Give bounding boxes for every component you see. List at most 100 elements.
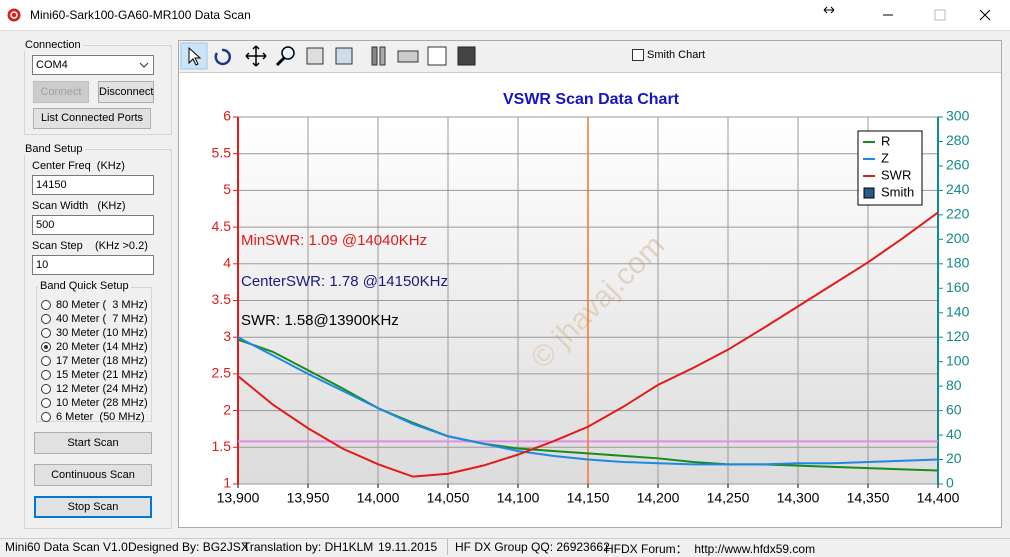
close-button[interactable]	[979, 9, 991, 21]
checkbox-label: Smith Chart	[647, 49, 706, 61]
y-tick-label: 1.5	[212, 438, 232, 454]
series-line	[237, 336, 939, 466]
status-text: HFDX Forum： http://www.hfdx59.com	[605, 542, 816, 556]
y-tick-label: 5	[223, 181, 231, 197]
annotation: MinSWR: 1.09 @14040KHz	[241, 232, 427, 249]
series-line	[237, 211, 939, 478]
x-tick-label: 13,950	[287, 490, 330, 506]
y2-tick-label: 20	[946, 450, 962, 466]
y2-tick-label: 160	[946, 279, 970, 295]
status-text: HF DX Group QQ: 26923662	[455, 540, 610, 554]
y-tick-label: 4.5	[212, 218, 232, 234]
y2-tick-label: 200	[946, 230, 970, 246]
radio-label: 6 Meter (50 MHz)	[56, 411, 145, 423]
start-scan-button[interactable]: Start Scan	[34, 432, 152, 454]
y-tick-label: 3	[223, 328, 231, 344]
y2-tick-label: 0	[946, 475, 954, 491]
status-bar	[0, 538, 1010, 557]
x-tick-label: 14,250	[707, 490, 750, 506]
app-icon	[7, 8, 21, 22]
radio-label: 17 Meter (18 MHz)	[56, 355, 148, 367]
x-tick-label: 14,400	[917, 490, 960, 506]
group-label: Band Setup	[23, 143, 85, 155]
zoom-fit-tool[interactable]	[306, 47, 324, 65]
stop-scan-button[interactable]: Stop Scan	[34, 496, 152, 518]
y2-tick-label: 120	[946, 328, 970, 344]
center-freq-input[interactable]: 14150	[32, 175, 154, 195]
radio-button[interactable]	[41, 356, 51, 366]
combo-arrow	[139, 62, 149, 68]
radio-label: 80 Meter ( 3 MHz)	[56, 299, 148, 311]
x-tick-label: 14,350	[847, 490, 890, 506]
scan-step-input[interactable]: 10	[32, 255, 154, 275]
status-text: Mini60 Data Scan V1.0	[5, 540, 128, 554]
list-ports-button[interactable]: List Connected Ports	[33, 108, 151, 129]
window-controls	[823, 6, 991, 21]
y-tick-label: 6	[223, 108, 231, 124]
radio-button[interactable]	[41, 412, 51, 422]
window-title: Mini60-Sark100-GA60-MR100 Data Scan	[30, 8, 251, 22]
y2-tick-label: 60	[946, 401, 962, 417]
save-tool[interactable]	[457, 46, 476, 66]
y2-tick-label: 140	[946, 303, 970, 319]
y2-tick-label: 40	[946, 426, 962, 442]
y2-tick-label: 240	[946, 181, 970, 197]
copy-tool[interactable]	[427, 46, 447, 66]
y-tick-label: 3.5	[212, 291, 232, 307]
settings-tool[interactable]	[371, 46, 378, 66]
port-combo[interactable]: COM4	[32, 55, 154, 75]
pointer-icon	[188, 46, 202, 66]
continuous-scan-button[interactable]: Continuous Scan	[34, 464, 152, 486]
field-label: Scan Step	[32, 240, 83, 252]
y2-tick-label: 180	[946, 255, 970, 271]
x-tick-label: 14,000	[357, 490, 400, 506]
field-hint: (KHz >0.2)	[95, 240, 148, 252]
resize-icon	[823, 6, 835, 14]
x-tick-label: 14,300	[777, 490, 820, 506]
y2-tick-label: 280	[946, 132, 970, 148]
legend-label: R	[881, 133, 890, 148]
axes-tool[interactable]	[335, 47, 353, 65]
x-tick-label: 14,200	[637, 490, 680, 506]
legend-label: SWR	[881, 167, 911, 182]
smith-checkbox[interactable]	[632, 49, 644, 61]
radio-label: 20 Meter (14 MHz)	[56, 341, 148, 353]
radio-label: 15 Meter (21 MHz)	[56, 369, 148, 381]
undo-tool[interactable]	[214, 48, 231, 66]
settings-tool[interactable]	[379, 46, 386, 66]
group-label: Connection	[23, 39, 83, 51]
radio-label: 30 Meter (10 MHz)	[56, 327, 148, 339]
radio-button[interactable]	[41, 384, 51, 394]
radio-dot	[44, 345, 48, 349]
radio-button[interactable]	[41, 300, 51, 310]
radio-button[interactable]	[41, 314, 51, 324]
radio-button[interactable]	[41, 370, 51, 380]
y2-tick-label: 260	[946, 157, 970, 173]
radio-button[interactable]	[41, 398, 51, 408]
pan-tool[interactable]	[245, 45, 267, 67]
print-tool[interactable]	[397, 50, 419, 63]
field-label: Scan Width (KHz)	[32, 200, 126, 212]
connection-group	[24, 45, 172, 135]
x-tick-label: 14,100	[497, 490, 540, 506]
x-tick-label: 13,900	[217, 490, 260, 506]
legend-label: Z	[881, 150, 889, 165]
y2-tick-label: 220	[946, 206, 970, 222]
series-line	[237, 338, 939, 472]
disconnect-button[interactable]: Disconnect	[98, 81, 154, 103]
legend-label: Smith	[881, 184, 914, 199]
chart: VSWR Scan Data Chart © jhavaj.com11.522.…	[212, 91, 970, 506]
radio-button[interactable]	[41, 328, 51, 338]
legend-swatch	[863, 187, 875, 199]
status-text: Translation by: DH1KLM	[243, 540, 374, 554]
zoom-tool[interactable]	[275, 46, 295, 67]
radio-label: 40 Meter ( 7 MHz)	[56, 313, 148, 325]
band-setup-group	[24, 149, 172, 529]
y-tick-label: 1	[223, 475, 231, 491]
status-text: Designed By: BG2JSX	[128, 540, 249, 554]
title-bar	[0, 0, 1010, 31]
connect-button[interactable]: Connect	[33, 81, 89, 103]
maximize-button[interactable]	[934, 9, 946, 21]
status-separator	[447, 539, 448, 555]
scan-width-input[interactable]: 500	[32, 215, 154, 235]
